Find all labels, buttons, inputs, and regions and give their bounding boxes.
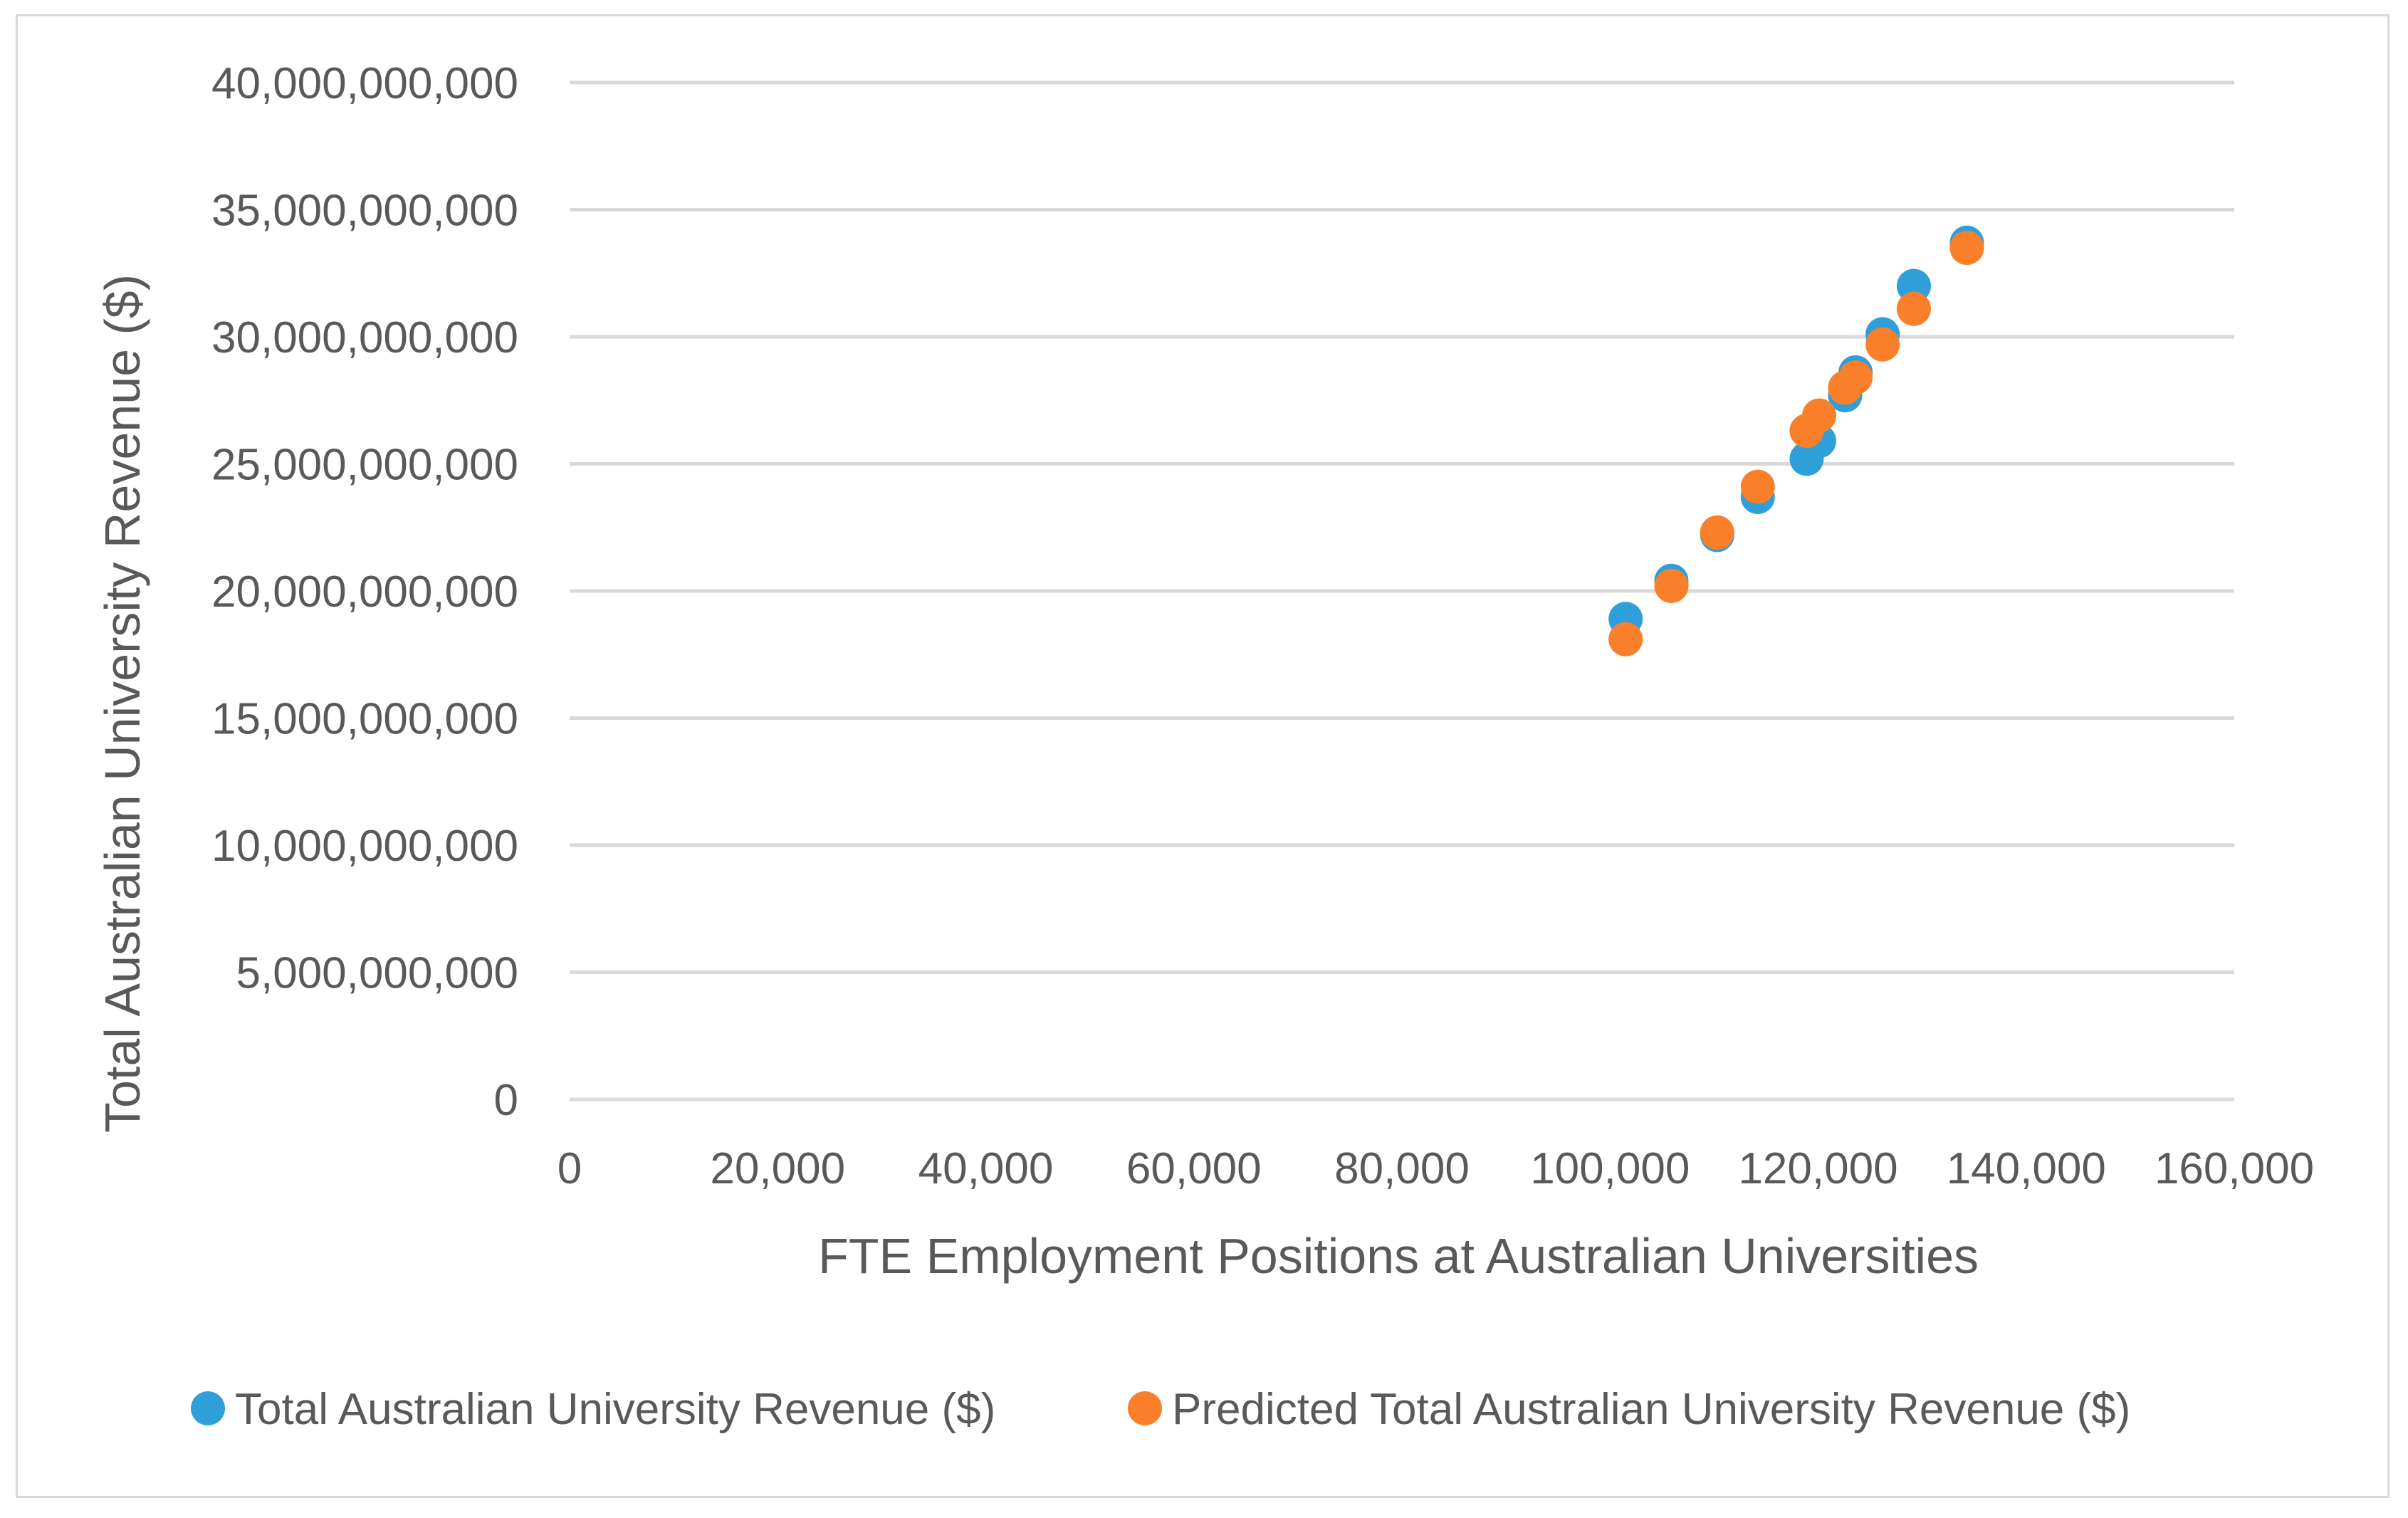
data-point — [1700, 515, 1734, 550]
data-points — [1608, 225, 1984, 656]
legend-label: Total Australian University Revenue ($) — [235, 1385, 995, 1434]
y-axis-tick-labels: 0 5,000,000,000 10,000,000,000 15,000,000,0… — [211, 59, 518, 1125]
x-tick-label: 100,000 — [1530, 1144, 1690, 1193]
x-tick-label: 120,000 — [1738, 1144, 1897, 1193]
x-tick-label: 20,000 — [710, 1144, 845, 1193]
y-tick-label: 25,000,000,000 — [211, 441, 518, 490]
legend-item: Predicted Total Australian University Re… — [1128, 1385, 2130, 1434]
x-tick-label: 80,000 — [1334, 1144, 1470, 1193]
data-point — [1838, 360, 1873, 395]
chart-frame — [16, 14, 2389, 1498]
y-tick-label: 10,000,000,000 — [211, 822, 518, 871]
data-point — [1949, 231, 1984, 266]
gridlines — [570, 80, 2234, 1101]
x-axis-title: FTE Employment Positions at Australian U… — [818, 1228, 1979, 1284]
legend-label: Predicted Total Australian University Re… — [1172, 1385, 2130, 1434]
y-tick-label: 0 — [494, 1076, 518, 1125]
data-point — [1896, 291, 1931, 326]
x-axis-tick-labels: 0 20,000 40,000 60,000 80,000 100,000 120,000 1… — [557, 1144, 2314, 1193]
y-tick-label: 15,000,000,000 — [211, 695, 518, 744]
data-point — [1608, 622, 1643, 656]
data-point — [1865, 327, 1900, 362]
y-tick-label: 5,000,000,000 — [236, 949, 519, 998]
y-tick-label: 30,000,000,000 — [211, 313, 518, 362]
legend-item: Total Australian University Revenue ($) — [191, 1385, 995, 1434]
legend-marker — [191, 1391, 225, 1425]
legend: Total Australian University Revenue ($) P… — [191, 1385, 2130, 1434]
x-tick-label: 40,000 — [918, 1144, 1054, 1193]
y-tick-label: 35,000,000,000 — [211, 187, 518, 236]
x-tick-label: 60,000 — [1126, 1144, 1262, 1193]
x-tick-label: 0 — [557, 1144, 582, 1193]
legend-marker — [1128, 1391, 1162, 1425]
data-point — [1654, 568, 1689, 603]
data-point — [1740, 469, 1775, 504]
data-point — [1801, 398, 1836, 433]
y-tick-label: 20,000,000,000 — [211, 567, 518, 617]
y-axis-title: Total Australian University Revenue ($) — [95, 274, 150, 1133]
series-predicted-revenue — [1608, 231, 1984, 656]
x-tick-label: 160,000 — [2155, 1144, 2314, 1193]
y-tick-label: 40,000,000,000 — [211, 59, 518, 108]
x-tick-label: 140,000 — [1947, 1144, 2106, 1193]
